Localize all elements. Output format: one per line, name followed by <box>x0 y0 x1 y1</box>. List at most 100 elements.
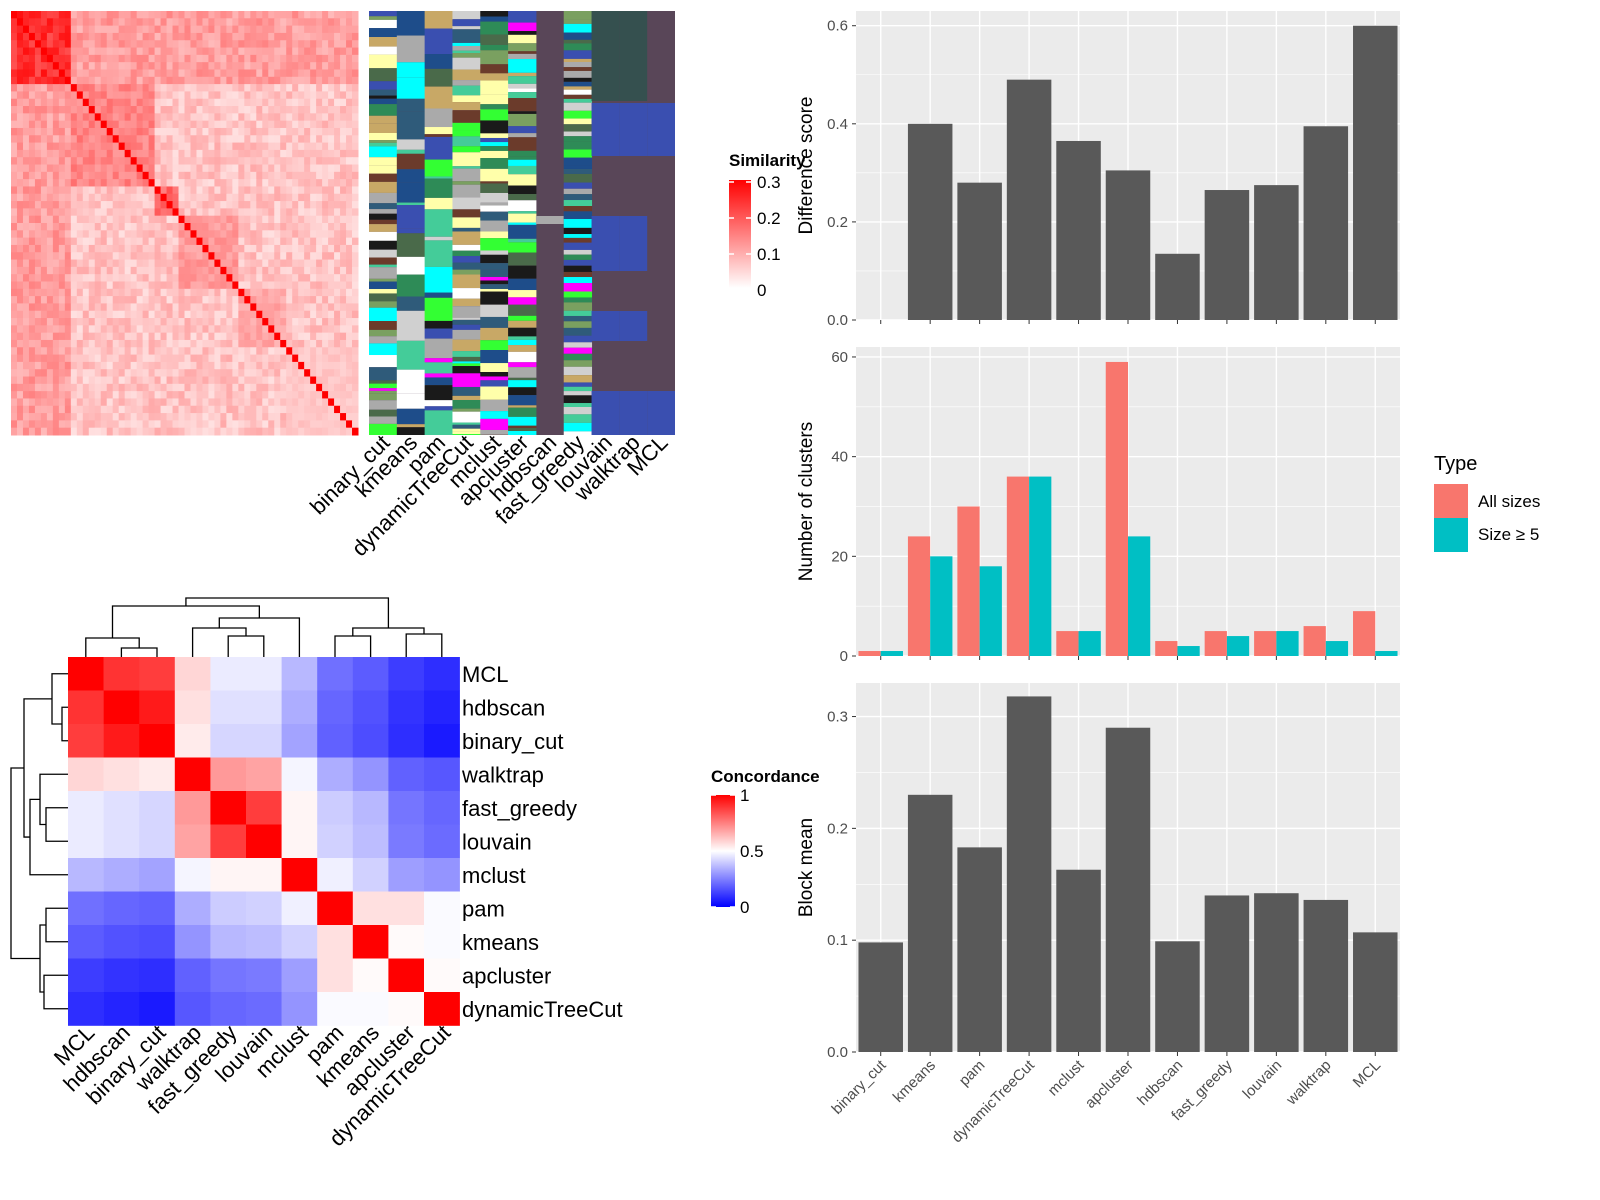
similarity-cell <box>214 215 221 224</box>
concordance-cell <box>246 925 282 959</box>
similarity-cell <box>346 76 353 85</box>
similarity-cell <box>226 98 233 107</box>
annotation-cell <box>480 340 509 351</box>
similarity-cell <box>76 325 84 334</box>
similarity-cell <box>352 310 359 319</box>
similarity-cell <box>172 296 180 304</box>
similarity-cell <box>142 383 150 392</box>
cluster-annotation-heatmap <box>369 11 675 435</box>
annotation-cell <box>508 150 537 157</box>
similarity-cell <box>352 274 359 282</box>
similarity-cell <box>160 223 168 231</box>
similarity-cell <box>106 332 114 341</box>
similarity-cell <box>286 266 293 275</box>
similarity-cell <box>346 405 353 414</box>
similarity-cell <box>250 288 257 297</box>
similarity-cell <box>316 18 323 27</box>
similarity-cell <box>268 25 275 34</box>
similarity-cell <box>238 47 245 56</box>
similarity-cell <box>298 91 305 100</box>
similarity-cell <box>328 149 335 158</box>
annotation-cell <box>480 34 509 45</box>
similarity-cell <box>40 303 48 312</box>
similarity-cell <box>340 339 347 348</box>
similarity-cell <box>58 106 66 114</box>
similarity-cell <box>88 98 96 107</box>
similarity-cell <box>64 84 72 92</box>
similarity-cell <box>22 361 30 370</box>
similarity-cell <box>94 274 102 282</box>
similarity-cell <box>226 266 233 275</box>
similarity-cell <box>160 361 168 370</box>
similarity-cell <box>196 98 203 107</box>
similarity-cell <box>124 135 132 144</box>
similarity-cell <box>34 413 42 421</box>
similarity-cell <box>352 193 359 202</box>
similarity-cell <box>328 142 335 151</box>
similarity-cell <box>352 230 359 239</box>
similarity-cell <box>334 318 341 326</box>
annotation-cell <box>563 395 593 404</box>
similarity-cell <box>250 193 257 202</box>
similarity-cell <box>292 310 299 319</box>
similarity-cell <box>352 91 359 100</box>
similarity-cell <box>52 259 60 268</box>
similarity-cell <box>268 98 275 107</box>
similarity-cell <box>94 405 102 414</box>
similarity-cell <box>250 62 257 70</box>
similarity-cell <box>118 310 126 319</box>
similarity-cell <box>208 398 215 407</box>
similarity-cell <box>46 120 54 129</box>
similarity-cell <box>94 201 102 209</box>
similarity-cell <box>82 347 90 356</box>
similarity-cell <box>160 40 168 49</box>
concordance-cell <box>424 791 460 825</box>
similarity-cell <box>280 303 287 312</box>
similarity-cell <box>280 127 287 136</box>
similarity-cell <box>328 91 335 100</box>
similarity-cell <box>34 164 42 173</box>
similarity-cell <box>11 405 18 414</box>
similarity-cell <box>130 369 138 378</box>
similarity-cell <box>118 303 126 312</box>
similarity-cell <box>58 281 66 290</box>
similarity-cell <box>142 193 150 202</box>
similarity-cell <box>298 281 305 290</box>
concordance-cell <box>103 824 140 859</box>
bar <box>1353 932 1398 1052</box>
similarity-cell <box>76 201 84 209</box>
similarity-cell <box>334 69 341 78</box>
similarity-cell <box>226 405 233 414</box>
similarity-cell <box>136 259 144 268</box>
similarity-cell <box>292 25 299 34</box>
similarity-cell <box>322 383 329 392</box>
similarity-cell <box>202 157 209 166</box>
similarity-cell <box>184 157 191 166</box>
similarity-cell <box>142 296 150 304</box>
similarity-cell <box>214 164 221 173</box>
similarity-cell <box>154 383 162 392</box>
similarity-cell <box>208 135 215 144</box>
similarity-cell <box>88 244 96 253</box>
similarity-cell <box>352 281 359 290</box>
similarity-cell <box>202 347 209 356</box>
similarity-cell <box>70 259 78 268</box>
similarity-cell <box>106 296 114 304</box>
similarity-cell <box>172 98 180 107</box>
similarity-cell <box>202 303 209 312</box>
similarity-cell <box>22 106 30 114</box>
similarity-cell <box>118 398 126 407</box>
similarity-cell <box>70 296 78 304</box>
similarity-cell <box>106 274 114 282</box>
similarity-cell <box>94 69 102 78</box>
similarity-cell <box>346 427 353 436</box>
similarity-cell <box>112 223 120 231</box>
similarity-heatmap-panel: binary_cutkmeanspamdynamicTreeCutmclusta… <box>11 11 806 561</box>
similarity-cell <box>244 98 251 107</box>
similarity-cell <box>172 120 180 129</box>
similarity-cell <box>76 91 84 100</box>
similarity-cell <box>298 427 305 436</box>
similarity-cell <box>256 223 263 231</box>
similarity-cell <box>262 179 269 187</box>
bar <box>979 566 1002 656</box>
